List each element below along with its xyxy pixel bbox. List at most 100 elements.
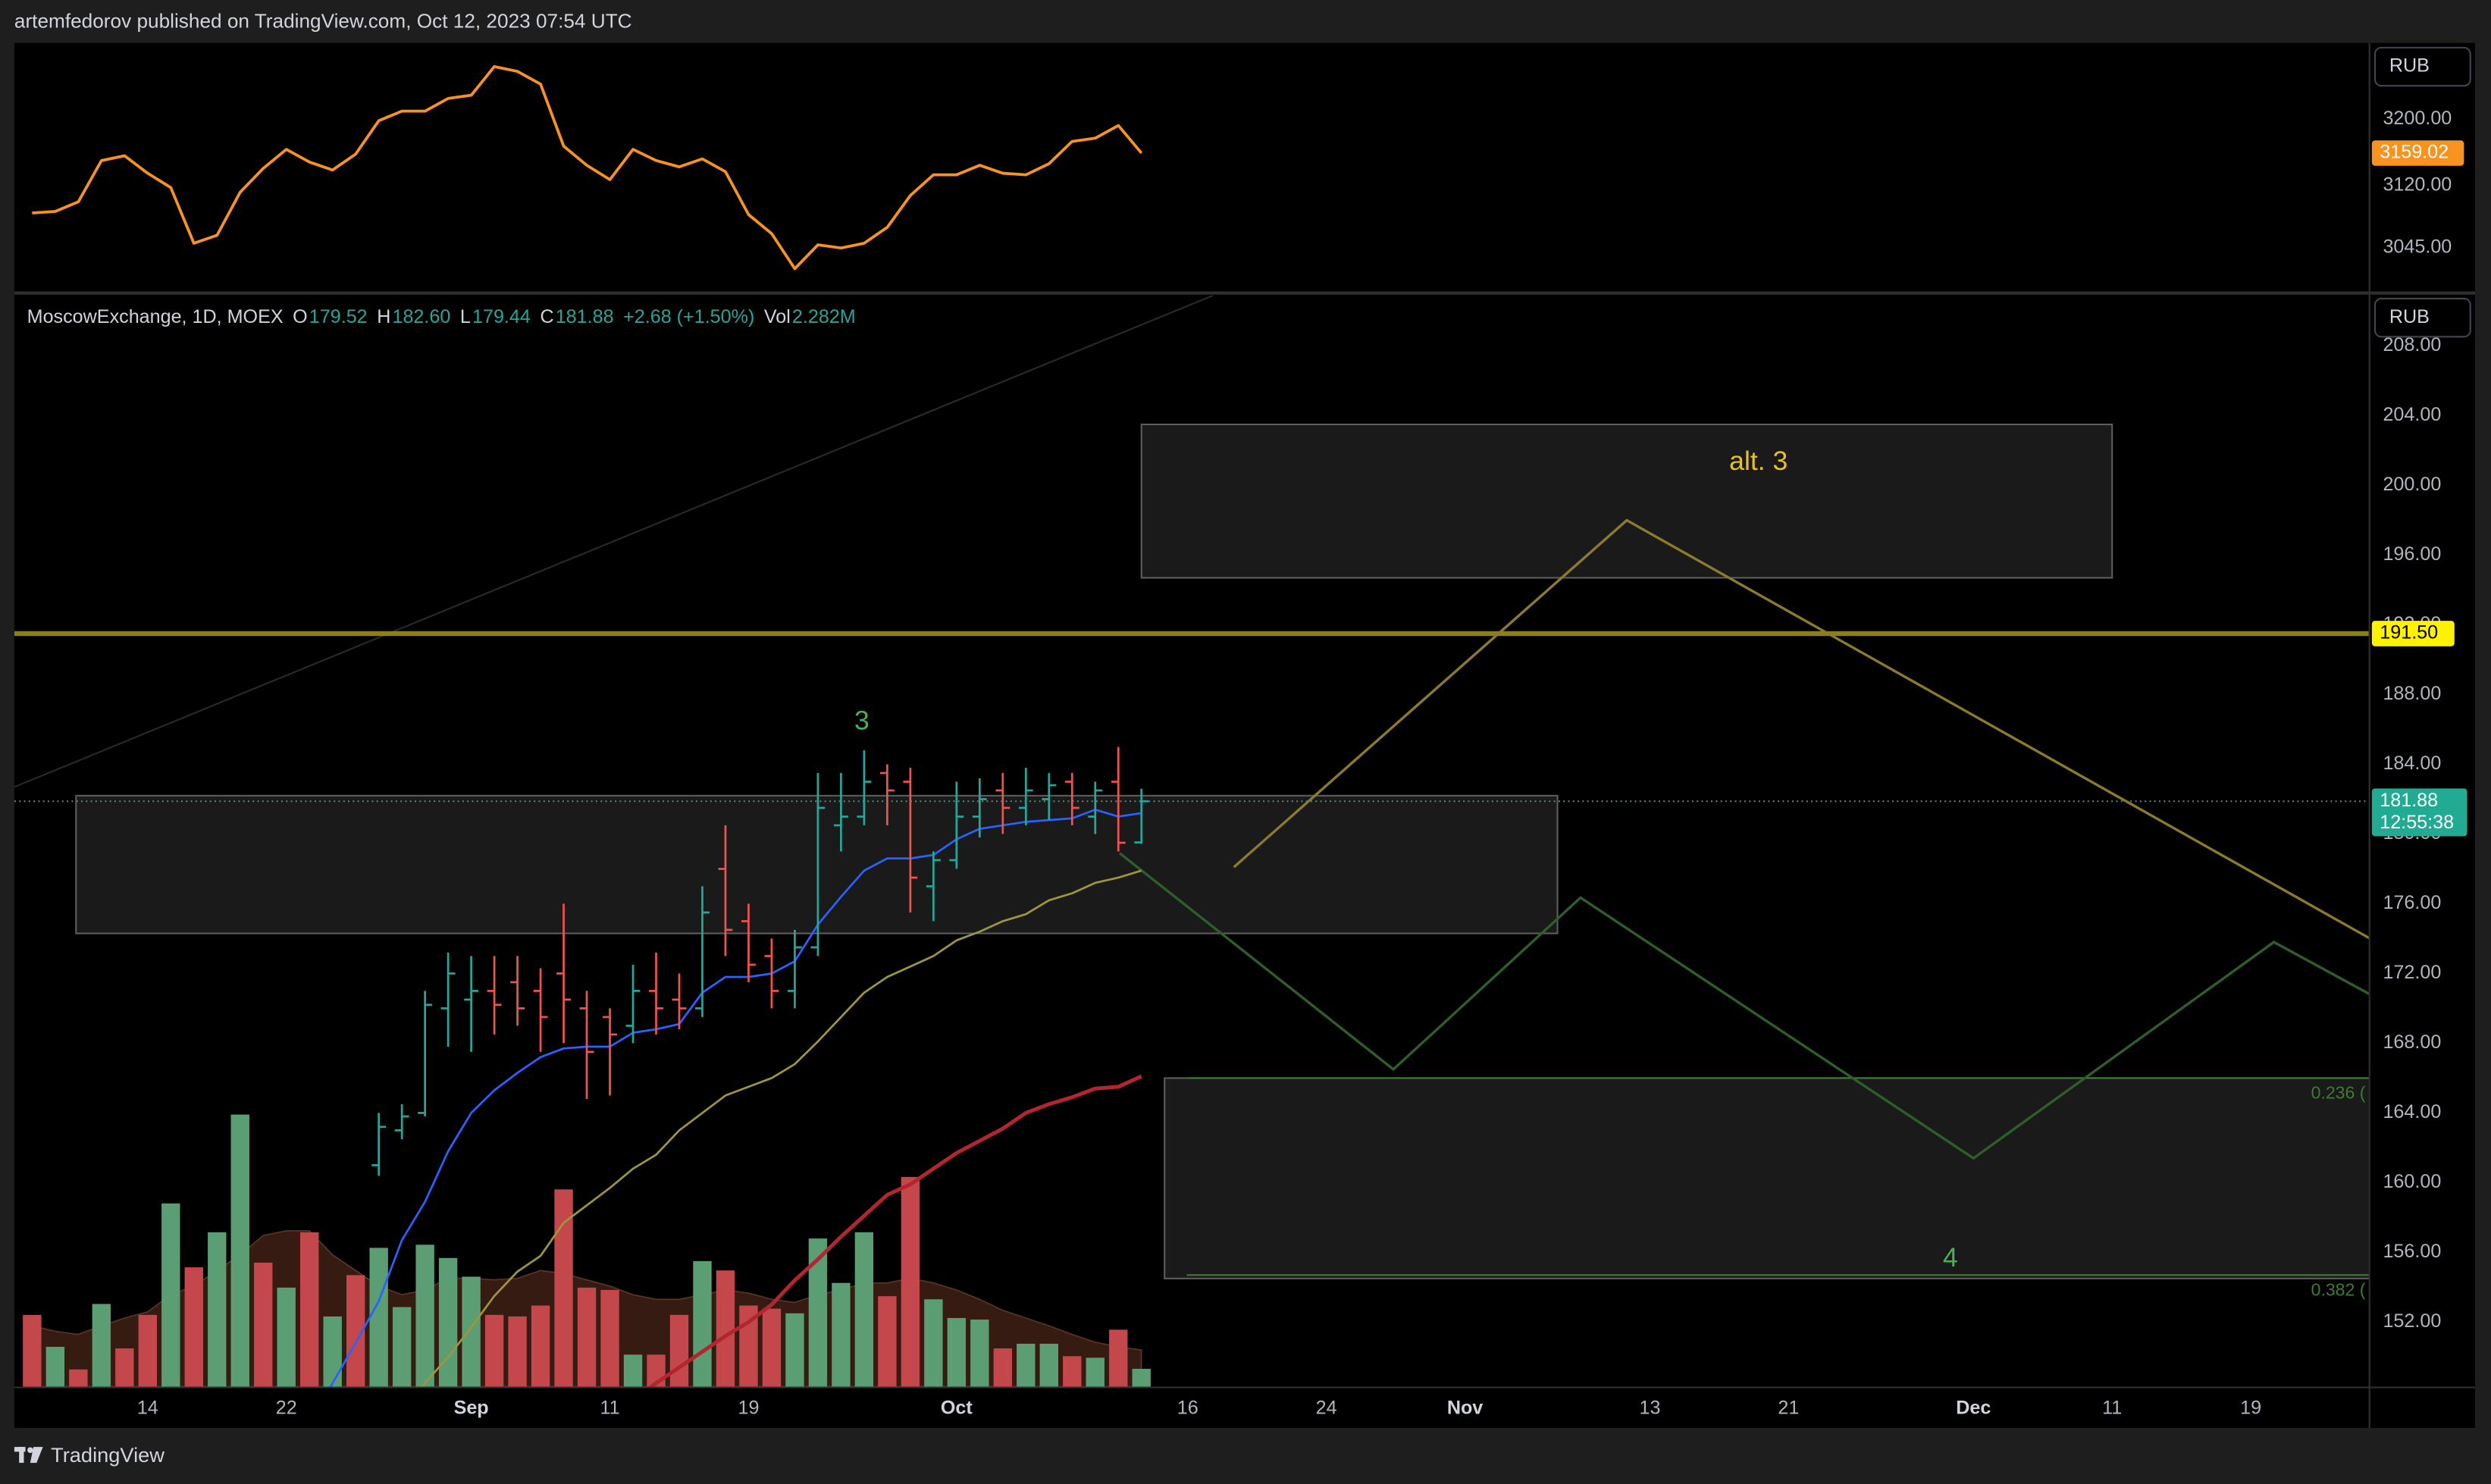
price-line — [32, 64, 1143, 271]
volume-bar — [508, 1316, 527, 1387]
volume-bar — [45, 1347, 65, 1387]
x-tick-label: 19 — [738, 1397, 759, 1418]
y-tick-label: 176.00 — [2383, 892, 2441, 913]
volume-bar — [854, 1232, 874, 1387]
legend-item: 2.282M — [792, 306, 856, 327]
volume-bar — [138, 1314, 157, 1387]
zone — [1140, 423, 2113, 579]
x-tick-label: Nov — [1447, 1397, 1483, 1418]
volume-bar — [762, 1308, 782, 1387]
y-tick-label: 168.00 — [2383, 1032, 2441, 1053]
volume-bar — [369, 1248, 388, 1387]
volume-bar — [993, 1348, 1013, 1387]
currency: RUB — [2389, 306, 2430, 327]
top-pane — [32, 64, 1143, 271]
volume-bar — [531, 1305, 550, 1387]
header-text: artemfedorov published on TradingView.co… — [14, 9, 632, 32]
y-tick-label: 172.00 — [2383, 962, 2441, 983]
volume-bar — [1132, 1369, 1151, 1387]
x-tick-label: 14 — [137, 1397, 158, 1418]
y-tick-label: 204.00 — [2383, 404, 2441, 425]
volume-bar — [484, 1314, 504, 1387]
moving-average — [420, 869, 1142, 1387]
footer-brand: TradingView — [51, 1443, 164, 1467]
annotation: 3 — [854, 706, 870, 736]
y-tick-label: 196.00 — [2383, 543, 2441, 565]
legend-item: MoscowExchange, 1D, MOEX — [27, 306, 284, 327]
volume-bar — [1039, 1343, 1058, 1387]
volume-bar — [438, 1257, 458, 1387]
legend-item: 179.52 — [309, 306, 368, 327]
volume-bar — [23, 1314, 42, 1387]
y-tick-label: 152.00 — [2383, 1310, 2441, 1332]
volume-bar — [277, 1287, 296, 1387]
y-tick-label: 160.00 — [2383, 1171, 2441, 1192]
price-label: 181.88 — [2380, 790, 2438, 811]
moving-average — [648, 1074, 1142, 1387]
volume-bar — [254, 1262, 273, 1387]
legend-item: 179.44 — [472, 306, 531, 327]
annotation: alt. 3 — [1729, 446, 1788, 476]
volume-bar — [924, 1299, 943, 1387]
y-tick-label: 208.00 — [2383, 334, 2441, 355]
legend-item: O — [293, 306, 308, 327]
volume-bar — [415, 1244, 434, 1387]
x-tick-label: 19 — [2240, 1397, 2261, 1418]
volume-bar — [878, 1296, 897, 1387]
volume-bar — [1063, 1356, 1082, 1387]
x-tick-label: 11 — [600, 1397, 619, 1418]
volume-bar — [832, 1282, 851, 1387]
projection-path — [1233, 518, 2369, 940]
price-tag — [2371, 788, 2468, 837]
legend-item: H — [377, 306, 390, 327]
volume-bar — [208, 1232, 227, 1387]
volume-bar — [230, 1114, 249, 1387]
last-price-tag — [2371, 140, 2464, 166]
y-tick-label: 3120.00 — [2383, 174, 2452, 195]
countdown: 12:55:38 — [2380, 812, 2454, 833]
volume-bar — [785, 1313, 804, 1387]
x-tick-label: 22 — [276, 1397, 297, 1418]
volume-bar — [901, 1176, 920, 1387]
legend-item: 181.88 — [556, 306, 614, 327]
currency: RUB — [2389, 55, 2430, 77]
volume-bar — [323, 1316, 342, 1387]
volume-bar — [1109, 1329, 1128, 1387]
volume-bar — [69, 1369, 88, 1387]
zone — [1164, 1077, 2369, 1279]
y-tick-label: 3045.00 — [2383, 236, 2452, 257]
volume-bar — [392, 1307, 412, 1387]
legend-item: +2.68 (+1.50%) — [623, 306, 754, 327]
y-tick-label: 200.00 — [2383, 474, 2441, 495]
level-label: 191.50 — [2380, 622, 2438, 643]
last-price-label: 3159.02 — [2380, 142, 2449, 163]
main-pane: 0.236 (0.382 (3 alt. 3 4 — [14, 295, 2369, 1387]
legend-item: L — [460, 306, 471, 327]
volume-bar — [947, 1317, 967, 1387]
chart-area — [14, 42, 2476, 1428]
x-tick-label: Oct — [941, 1397, 973, 1418]
legend: MoscowExchange, 1D, MOEX O 179.52 H 182.60 L 1… — [27, 306, 856, 327]
volume-bar — [92, 1304, 111, 1387]
volume-bar — [1086, 1357, 1104, 1387]
projection-path — [1119, 852, 2369, 1160]
legend-item: 182.60 — [392, 306, 450, 327]
legend-item: Vol — [764, 306, 791, 327]
x-tick-label: 16 — [1177, 1397, 1198, 1418]
x-tick-label: 21 — [1778, 1397, 1799, 1418]
volume-bar — [577, 1287, 597, 1387]
volume-bar — [462, 1276, 481, 1387]
x-tick-label: Dec — [1956, 1397, 1991, 1418]
x-tick-label: 24 — [1316, 1397, 1337, 1418]
volume-bar — [300, 1232, 319, 1387]
volume-bar — [970, 1320, 989, 1387]
volume-bar — [1017, 1343, 1036, 1387]
x-tick-label: 11 — [2102, 1397, 2122, 1418]
y-tick-label: 188.00 — [2383, 683, 2441, 704]
volume-bar — [693, 1260, 712, 1387]
volume-bar — [600, 1289, 619, 1387]
y-tick-label: 3200.00 — [2383, 108, 2452, 129]
y-tick-label: 184.00 — [2383, 753, 2441, 774]
currency-box — [2374, 46, 2471, 87]
